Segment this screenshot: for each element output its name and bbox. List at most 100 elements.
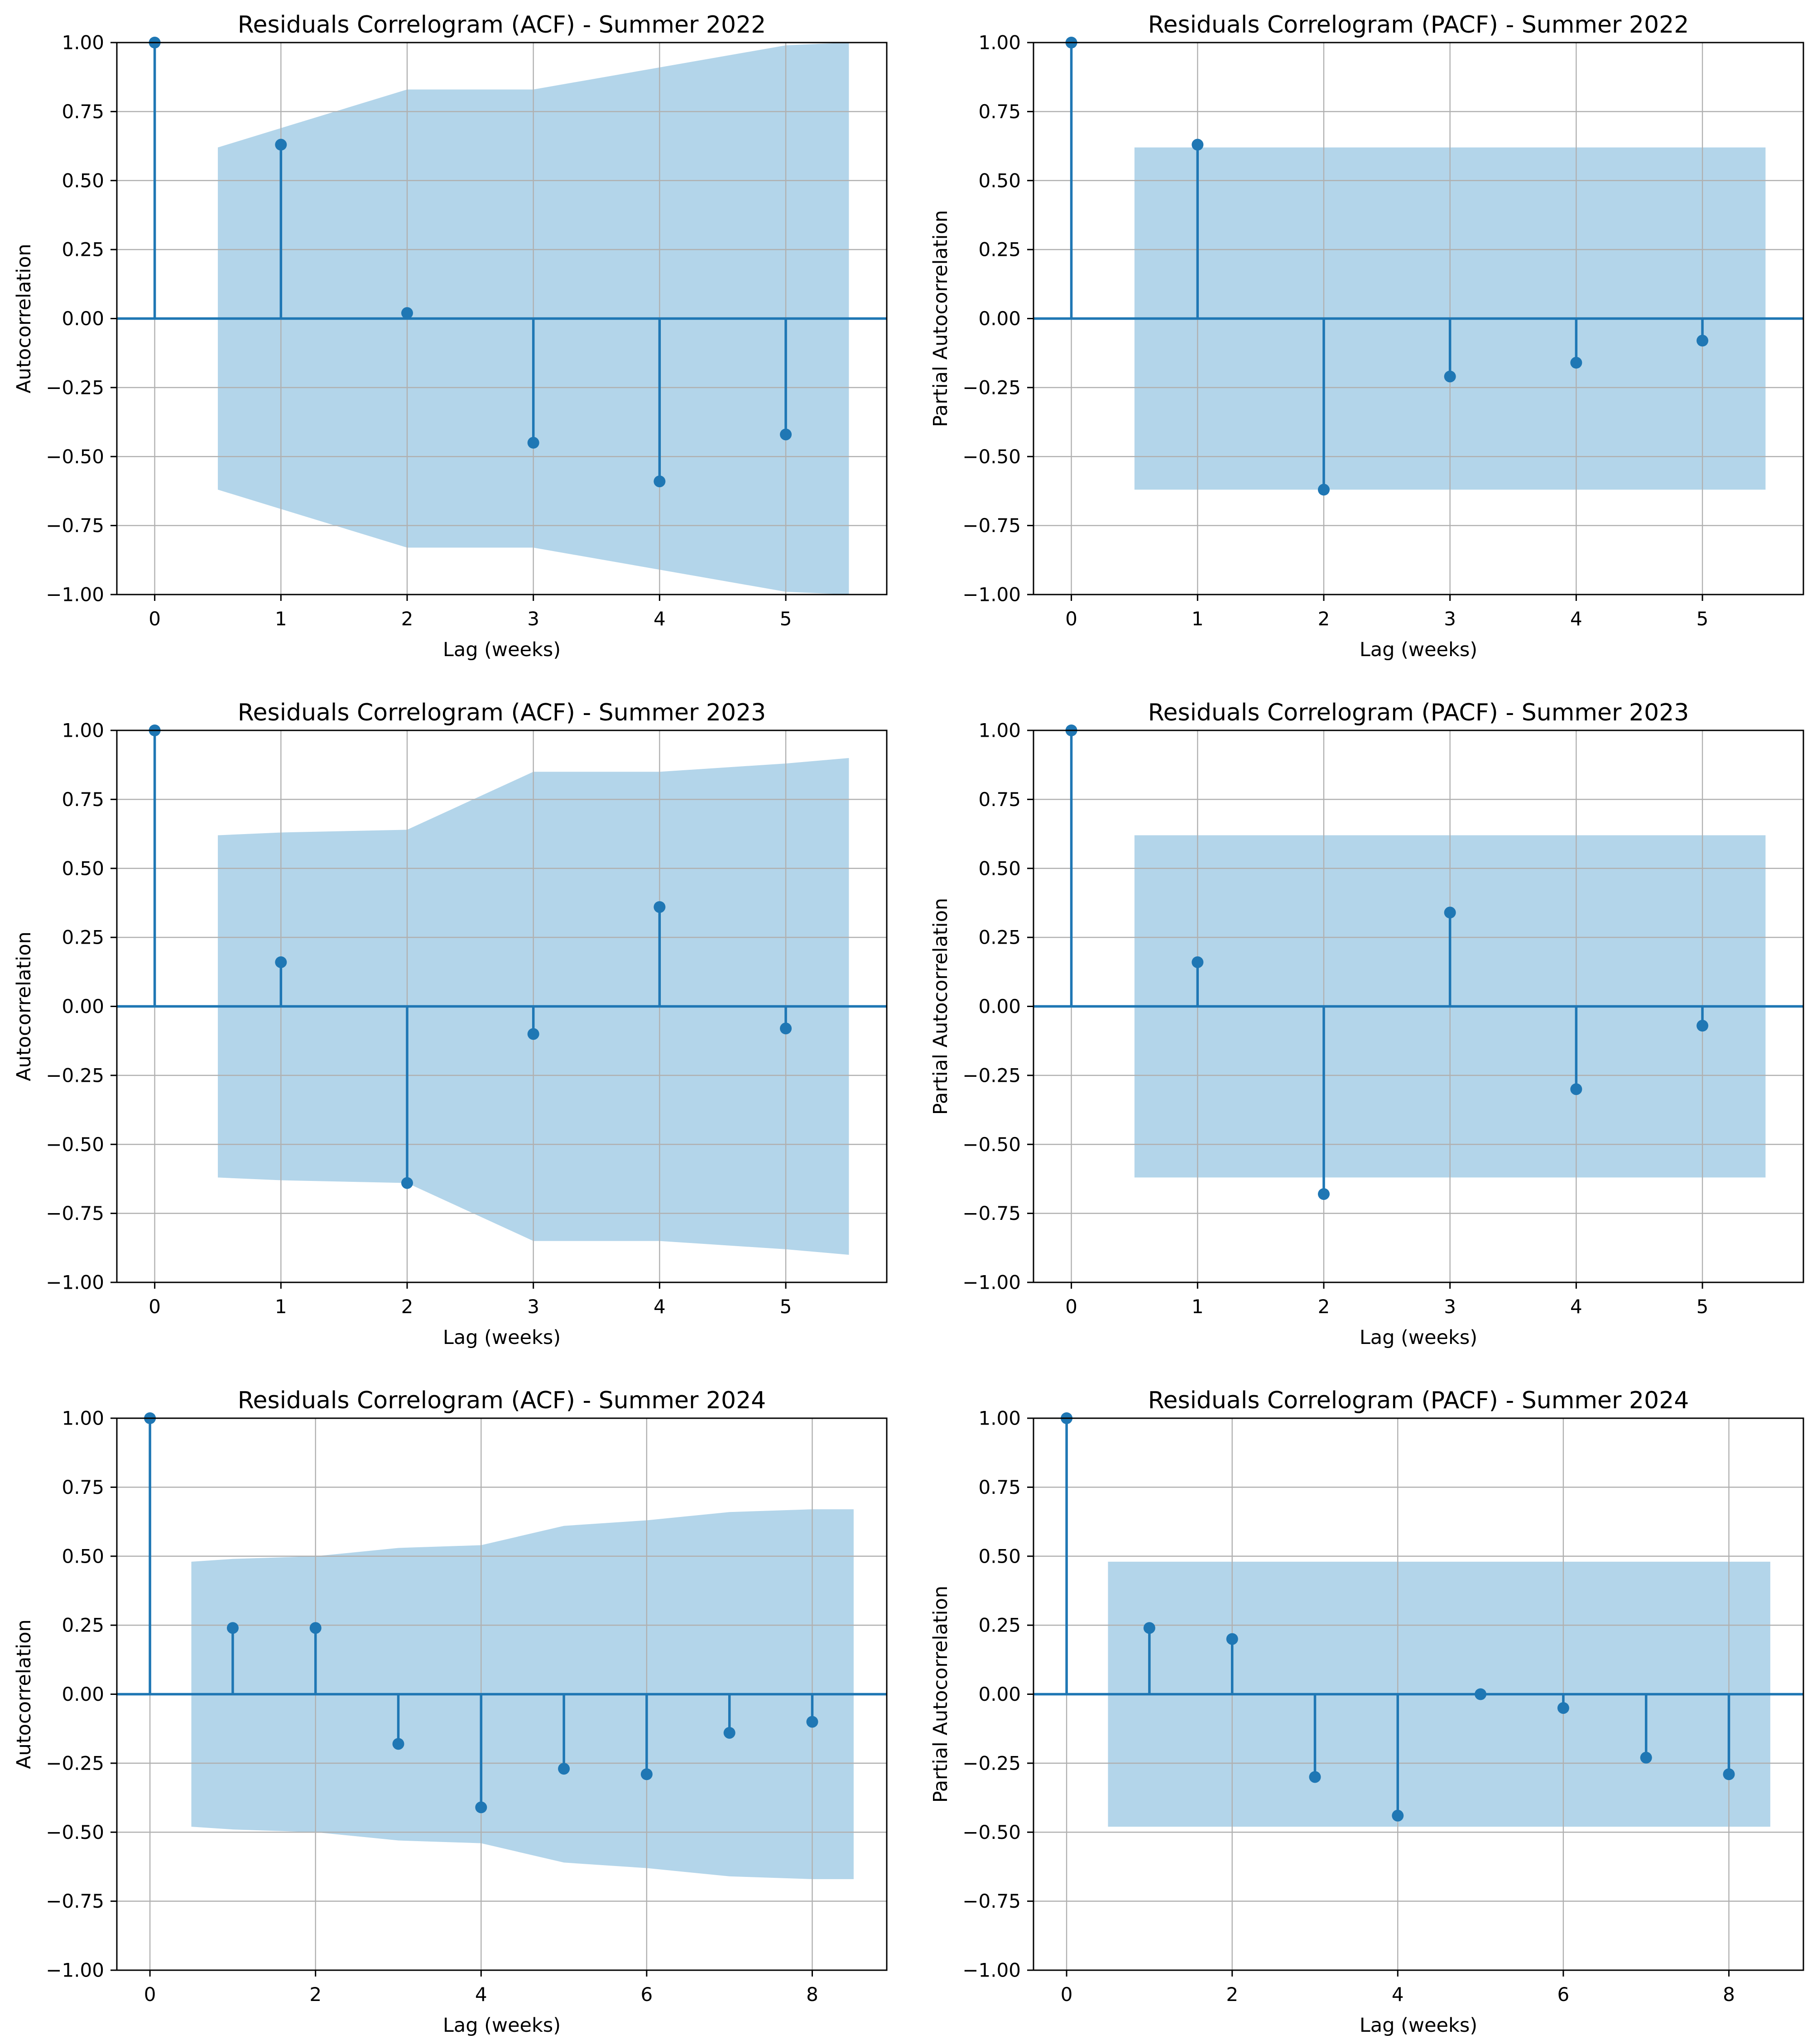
- marker-lag-1: [1192, 956, 1204, 968]
- y-tick-label: 0.25: [978, 1614, 1021, 1636]
- subplot-3: 1.00 0.75 0.50 0.25 0.00 −0.25 −0.50 −0.75 −1.00…: [13, 699, 888, 1349]
- marker-lag-5: [780, 428, 792, 441]
- y-tick-label: −0.25: [962, 1752, 1021, 1774]
- marker-lag-2: [1226, 1633, 1238, 1645]
- y-tick-label: 0.75: [978, 101, 1021, 123]
- marker-lag-5: [558, 1763, 570, 1775]
- y-tick-label: −0.25: [46, 376, 104, 398]
- marker-lag-2: [401, 307, 413, 319]
- x-tick-label: 6: [641, 1983, 653, 2006]
- y-tick-label: 0.75: [62, 101, 104, 123]
- x-tick-label: 3: [1444, 608, 1456, 630]
- x-axis-label: Lag (weeks): [1360, 2014, 1477, 2037]
- y-tick-label: −0.50: [962, 1821, 1021, 1843]
- y-axis-label: Partial Autocorrelation: [929, 1586, 952, 1803]
- y-tick-label: 0.50: [978, 1545, 1021, 1567]
- y-tick-label: −0.25: [962, 376, 1021, 398]
- x-tick-label: 0: [1065, 608, 1077, 630]
- y-tick-label: 0.75: [62, 788, 104, 811]
- x-axis-label: Lag (weeks): [1360, 638, 1477, 661]
- x-tick-label: 1: [1192, 1295, 1204, 1318]
- y-tick-label: 0.50: [62, 1545, 104, 1567]
- y-tick-label: 0.50: [978, 857, 1021, 879]
- chart-title: Residuals Correlogram (ACF) - Summer 202…: [238, 1387, 766, 1414]
- x-tick-label: 6: [1557, 1983, 1570, 2006]
- y-tick-label: −1.00: [46, 1959, 104, 1982]
- y-tick-label: 1.00: [978, 720, 1021, 742]
- subplot-5: 1.00 0.75 0.50 0.25 0.00 −0.25 −0.50 −0.75 −1.00…: [13, 1387, 888, 2037]
- marker-lag-4: [654, 901, 666, 913]
- x-tick-label: 8: [1723, 1983, 1735, 2006]
- chart-title: Residuals Correlogram (PACF) - Summer 20…: [1148, 11, 1689, 38]
- x-tick-label: 0: [149, 1295, 161, 1318]
- y-tick-label: −0.75: [962, 1890, 1021, 1912]
- x-axis-label: Lag (weeks): [443, 1326, 561, 1349]
- y-tick-label: −1.00: [962, 1959, 1021, 1982]
- x-tick-label: 1: [275, 1295, 287, 1318]
- x-tick-label: 4: [1392, 1983, 1404, 2006]
- chart-title: Residuals Correlogram (PACF) - Summer 20…: [1148, 1387, 1689, 1414]
- y-tick-label: 0.00: [62, 995, 104, 1017]
- x-tick-label: 5: [1697, 608, 1709, 630]
- chart-title: Residuals Correlogram (ACF) - Summer 202…: [238, 11, 766, 38]
- marker-lag-6: [640, 1768, 653, 1780]
- x-tick-label: 3: [1444, 1295, 1456, 1318]
- y-tick-label: 0.75: [62, 1476, 104, 1498]
- y-tick-label: 0.50: [62, 169, 104, 192]
- x-tick-label: 4: [1570, 608, 1582, 630]
- y-tick-label: 0.00: [978, 1683, 1021, 1705]
- y-tick-label: 0.00: [978, 307, 1021, 330]
- x-tick-label: 8: [806, 1983, 818, 2006]
- marker-lag-4: [1570, 1083, 1582, 1095]
- y-tick-label: 1.00: [62, 32, 104, 54]
- marker-lag-5: [780, 1022, 792, 1035]
- y-tick-label: 0.25: [62, 239, 104, 261]
- x-tick-label: 0: [1061, 1983, 1073, 2006]
- x-tick-label: 5: [780, 1295, 792, 1318]
- x-tick-label: 4: [654, 608, 666, 630]
- y-tick-label: −0.50: [962, 446, 1021, 468]
- marker-lag-1: [275, 956, 287, 968]
- marker-lag-4: [1570, 357, 1582, 369]
- y-tick-label: 0.25: [978, 239, 1021, 261]
- y-tick-label: 0.25: [62, 926, 104, 949]
- marker-lag-2: [309, 1622, 322, 1634]
- marker-lag-2: [1317, 1188, 1330, 1200]
- x-tick-label: 4: [475, 1983, 487, 2006]
- y-tick-label: −0.50: [962, 1133, 1021, 1156]
- marker-lag-3: [1444, 370, 1456, 383]
- x-tick-label: 5: [1697, 1295, 1709, 1318]
- marker-lag-1: [275, 139, 287, 151]
- x-tick-label: 5: [780, 608, 792, 630]
- y-tick-label: 0.50: [62, 857, 104, 879]
- marker-lag-1: [226, 1622, 239, 1634]
- marker-lag-3: [392, 1738, 404, 1750]
- chart-title: Residuals Correlogram (PACF) - Summer 20…: [1148, 699, 1689, 726]
- chart-title: Residuals Correlogram (ACF) - Summer 202…: [238, 699, 766, 726]
- y-tick-label: −0.50: [46, 1821, 104, 1843]
- y-tick-label: −0.25: [46, 1064, 104, 1086]
- x-tick-label: 1: [275, 608, 287, 630]
- marker-lag-3: [1309, 1771, 1321, 1783]
- marker-lag-3: [527, 1028, 539, 1040]
- marker-lag-5: [1697, 1020, 1709, 1032]
- subplot-1: 1.00 0.75 0.50 0.25 0.00 −0.25 −0.50 −0.75 −1.00…: [13, 11, 888, 661]
- subplot-2: 1.00 0.75 0.50 0.25 0.00 −0.25 −0.50 −0.75 −1.00…: [929, 11, 1804, 661]
- x-axis-label: Lag (weeks): [443, 638, 561, 661]
- y-tick-label: 0.00: [978, 995, 1021, 1017]
- marker-lag-4: [475, 1801, 487, 1814]
- marker-lag-5: [1475, 1688, 1487, 1700]
- y-tick-label: −0.75: [46, 1890, 104, 1912]
- marker-lag-6: [1557, 1702, 1569, 1714]
- y-tick-label: −1.00: [46, 584, 104, 606]
- x-axis-label: Lag (weeks): [443, 2014, 561, 2037]
- x-tick-label: 4: [1570, 1295, 1582, 1318]
- marker-lag-8: [806, 1716, 818, 1728]
- y-tick-label: −1.00: [962, 584, 1021, 606]
- y-tick-label: −1.00: [962, 1272, 1021, 1294]
- x-tick-label: 3: [527, 608, 539, 630]
- y-tick-label: −0.75: [46, 514, 104, 537]
- subplot-4: 1.00 0.75 0.50 0.25 0.00 −0.25 −0.50 −0.75 −1.00…: [929, 699, 1804, 1349]
- y-tick-label: 0.25: [62, 1614, 104, 1636]
